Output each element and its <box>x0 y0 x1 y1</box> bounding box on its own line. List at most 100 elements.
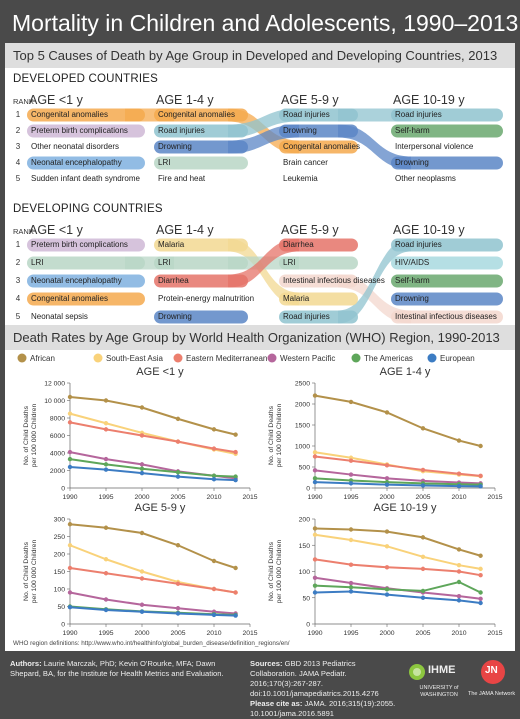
legend-swatch <box>268 354 277 363</box>
ihme-globe-icon <box>408 663 426 681</box>
legend-swatch <box>174 354 183 363</box>
cause-label: Road injuries <box>395 240 442 249</box>
rank-number: 2 <box>11 126 25 135</box>
series-line <box>70 545 236 592</box>
cause-label: Congenital anomalies <box>158 110 235 119</box>
data-point <box>385 529 389 533</box>
x-tick-label: 2000 <box>379 494 394 501</box>
y-tick-label: 100 <box>54 587 66 594</box>
data-point <box>212 427 216 431</box>
legend-swatch <box>428 354 437 363</box>
y-tick-label: 2000 <box>50 468 65 475</box>
ihme-university: UNIVERSITY of WASHINGTON <box>414 685 464 699</box>
legend-swatch <box>18 354 27 363</box>
data-point <box>104 608 108 612</box>
series-line <box>315 396 481 446</box>
y-tick-label: 2500 <box>295 381 310 388</box>
y-tick-label: 150 <box>299 543 311 550</box>
data-point <box>140 610 144 614</box>
cause-label: Drowning <box>158 312 192 321</box>
data-point <box>421 555 425 559</box>
cause-label: Malaria <box>158 240 184 249</box>
data-point <box>68 590 72 594</box>
data-point <box>421 483 425 487</box>
cause-label: Leukemia <box>283 174 318 183</box>
data-point <box>176 606 180 610</box>
cause-label: Diarrhea <box>283 240 314 249</box>
data-point <box>104 526 108 530</box>
data-point <box>313 590 317 594</box>
y-tick-label: 300 <box>54 517 66 524</box>
rates-heading: Death Rates by Age Group by World Health… <box>5 325 515 350</box>
y-tick-label: 50 <box>57 604 65 611</box>
series-line <box>70 422 236 452</box>
data-point <box>140 603 144 607</box>
cause-label: Fire and heat <box>158 174 205 183</box>
who-source-note: WHO region definitions: http://www.who.i… <box>13 640 290 647</box>
y-tick-label: 2000 <box>295 402 310 409</box>
y-tick-label: 200 <box>299 517 311 524</box>
data-point <box>421 567 425 571</box>
age-header: AGE 5-9 y <box>281 223 339 237</box>
legend-label: Eastern Mediterranean <box>186 354 267 363</box>
y-tick-label: 150 <box>54 569 66 576</box>
data-point <box>104 557 108 561</box>
cause-label: HIV/AIDS <box>395 258 429 267</box>
data-point <box>478 444 482 448</box>
data-point <box>385 565 389 569</box>
sources-label: Sources: <box>250 659 283 668</box>
rank-number: 5 <box>11 174 25 183</box>
data-point <box>349 459 353 463</box>
data-point <box>421 535 425 539</box>
rate-chart: AGE <1 y0200040006000800010 00012 000199… <box>23 366 258 501</box>
data-point <box>176 417 180 421</box>
data-point <box>212 446 216 450</box>
legend-swatch <box>352 354 361 363</box>
y-tick-label: 1000 <box>295 444 310 451</box>
data-point <box>385 544 389 548</box>
x-tick-label: 1990 <box>307 494 322 501</box>
x-tick-label: 2005 <box>170 494 185 501</box>
cause-label: Neonatal encephalopathy <box>31 276 122 285</box>
data-point <box>212 559 216 563</box>
y-tick-label: 0 <box>306 622 310 629</box>
series-line <box>315 470 481 483</box>
data-point <box>104 597 108 601</box>
data-point <box>313 476 317 480</box>
data-point <box>457 594 461 598</box>
authors: Authors: Laurie Marczak, PhD; Kevin O'Ro… <box>10 659 230 679</box>
data-point <box>478 573 482 577</box>
cause-label: Intestinal infectious diseases <box>283 276 385 285</box>
data-point <box>68 543 72 547</box>
data-point <box>233 566 237 570</box>
cause-label: Brain cancer <box>283 158 328 167</box>
x-tick-label: 2010 <box>451 494 466 501</box>
data-point <box>176 543 180 547</box>
x-tick-label: 2010 <box>451 630 466 637</box>
data-point <box>140 433 144 437</box>
y-tick-label: 4000 <box>50 451 65 458</box>
data-point <box>478 474 482 478</box>
x-tick-label: 2000 <box>379 630 394 637</box>
x-tick-label: 1995 <box>98 630 113 637</box>
data-point <box>478 597 482 601</box>
data-point <box>421 468 425 472</box>
rank-number: 3 <box>11 142 25 151</box>
legend-label: South-East Asia <box>106 354 163 363</box>
x-tick-label: 2015 <box>487 630 502 637</box>
data-point <box>478 590 482 594</box>
chart-title: AGE <1 y <box>136 366 184 378</box>
x-tick-label: 2015 <box>487 494 502 501</box>
data-point <box>421 596 425 600</box>
data-point <box>478 554 482 558</box>
y-tick-label: 50 <box>302 595 310 602</box>
cause-label: Other neoplasms <box>395 174 456 183</box>
y-tick-label: 8000 <box>50 416 65 423</box>
cause-label: Diarrhea <box>158 276 189 285</box>
rate-chart: AGE 5-9 y0501001502002503001990 1995 2000 2… <box>23 502 258 637</box>
legend-label: The Americas <box>364 354 413 363</box>
legend-label: European <box>440 354 475 363</box>
data-point <box>457 547 461 551</box>
x-tick-label: 2015 <box>242 630 257 637</box>
data-point <box>68 420 72 424</box>
